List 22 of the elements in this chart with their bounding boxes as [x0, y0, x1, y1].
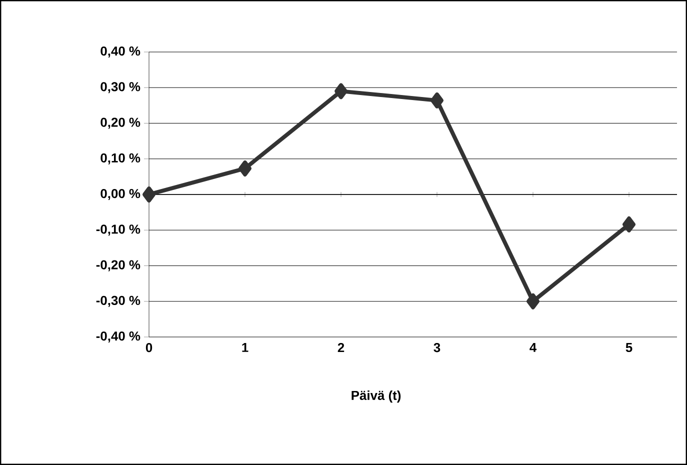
point — [238, 160, 252, 176]
point — [334, 83, 348, 100]
y-tick-label: -0,20 % — [96, 260, 140, 272]
x-tick-label: 2 — [338, 343, 344, 352]
x-tick-label: 0 — [146, 343, 152, 352]
point — [526, 293, 540, 310]
y-tick-label: -0,10 % — [96, 224, 140, 236]
y-tick-label: -0,40 % — [96, 331, 140, 343]
y-tick-label: 0,40 % — [100, 46, 140, 58]
x-axis-title: Päivä (t) — [352, 390, 401, 403]
y-tick-label: 0,30 % — [100, 82, 140, 94]
point — [430, 92, 444, 108]
y-tick-label: -0,30 % — [96, 296, 140, 307]
x-tick-label: 5 — [626, 343, 632, 352]
x-tick-label: 4 — [530, 343, 537, 352]
y-tick-label: 0,20 % — [100, 118, 140, 129]
point — [622, 216, 636, 232]
y-tick-label: 0,00 % — [100, 188, 140, 200]
x-tick-label: 3 — [434, 343, 440, 352]
y-tick-label: 0,10 % — [100, 153, 140, 164]
x-tick-label: 1 — [242, 343, 248, 352]
point — [142, 186, 156, 202]
